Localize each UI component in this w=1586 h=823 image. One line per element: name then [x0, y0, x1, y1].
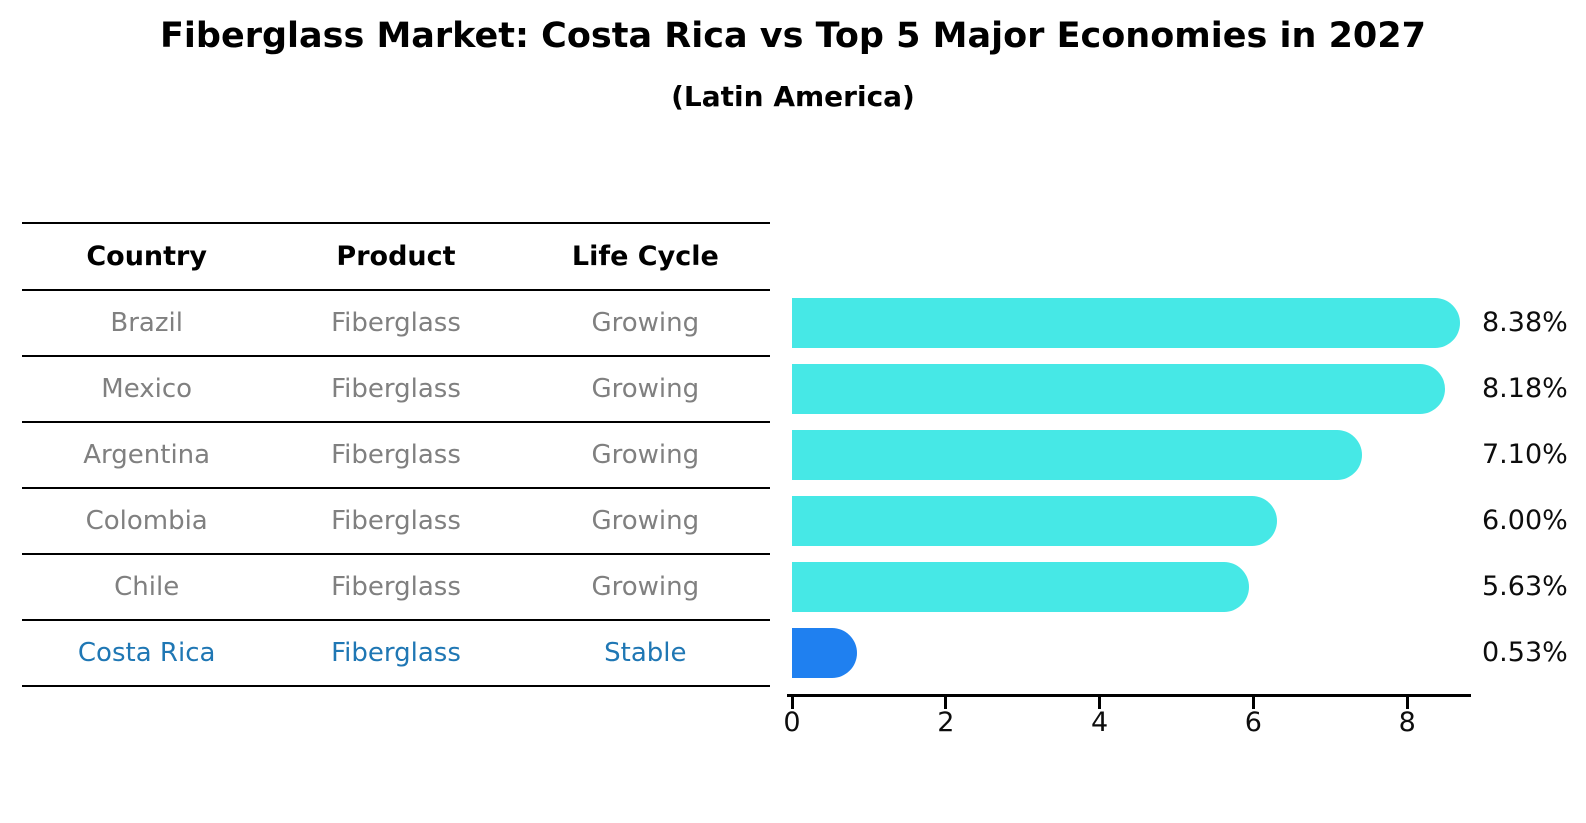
bar-value-label: 0.53%: [1482, 637, 1568, 668]
comparison-table-body: Brazil Fiberglass Growing Mexico Fiberglass G…: [22, 291, 770, 687]
lifecycle-cell: Growing: [591, 374, 700, 404]
table-row: Chile Fiberglass Growing: [22, 555, 770, 621]
lifecycle-cell: Growing: [591, 308, 700, 338]
x-axis-tick-label: 8: [1398, 707, 1416, 738]
table-row: Argentina Fiberglass Growing: [22, 423, 770, 489]
chart-title: Fiberglass Market: Costa Rica vs Top 5 M…: [160, 16, 1426, 56]
lifecycle-cell: Growing: [591, 506, 700, 536]
table-row: Costa Rica Fiberglass Stable: [22, 621, 770, 687]
x-axis-tick-label: 0: [783, 707, 801, 738]
table-header-lifecycle: Life Cycle: [571, 241, 719, 272]
x-axis-tick: [944, 697, 948, 709]
product-cell: Fiberglass: [331, 440, 461, 470]
bar-chile: [792, 562, 1249, 612]
country-cell: Chile: [114, 572, 180, 602]
bar-value-label: 7.10%: [1482, 439, 1568, 470]
x-axis-tick: [790, 697, 794, 709]
bar-colombia: [792, 496, 1278, 546]
lifecycle-cell: Stable: [604, 638, 687, 668]
product-cell: Fiberglass: [331, 572, 461, 602]
table-header-country: Country: [86, 241, 207, 272]
table-row: Mexico Fiberglass Growing: [22, 357, 770, 423]
country-cell: Argentina: [83, 440, 211, 470]
lifecycle-cell: Growing: [591, 572, 700, 602]
x-axis-tick: [1405, 697, 1409, 709]
country-cell: Mexico: [101, 374, 193, 404]
country-cell: Costa Rica: [77, 638, 216, 668]
bar-costa-rica: [792, 628, 857, 678]
x-axis-tick-label: 4: [1091, 707, 1109, 738]
country-cell: Brazil: [110, 308, 183, 338]
product-cell: Fiberglass: [331, 506, 461, 536]
chart-subtitle: (Latin America): [671, 80, 915, 113]
bar-value-label: 5.63%: [1482, 571, 1568, 602]
x-axis-tick: [1251, 697, 1255, 709]
table-header-row: Country Product Life Cycle: [22, 224, 770, 291]
bar-mexico: [792, 364, 1446, 414]
x-axis-line: [787, 694, 1471, 697]
country-cell: Colombia: [85, 506, 208, 536]
x-axis-tick: [1098, 697, 1102, 709]
comparison-table: Country Product Life Cycle Brazil Fibergl…: [22, 222, 770, 687]
bar-value-label: 8.18%: [1482, 373, 1568, 404]
bar-brazil: [792, 298, 1461, 348]
lifecycle-cell: Growing: [591, 440, 700, 470]
x-axis-tick-label: 6: [1244, 707, 1262, 738]
product-cell: Fiberglass: [331, 374, 461, 404]
bar-argentina: [792, 430, 1362, 480]
product-cell: Fiberglass: [331, 638, 461, 668]
table-row: Colombia Fiberglass Growing: [22, 489, 770, 555]
x-axis-tick-label: 2: [937, 707, 955, 738]
bar-value-label: 6.00%: [1482, 505, 1568, 536]
table-row: Brazil Fiberglass Growing: [22, 291, 770, 357]
bar-value-label: 8.38%: [1482, 307, 1568, 338]
table-header-product: Product: [336, 241, 456, 272]
product-cell: Fiberglass: [331, 308, 461, 338]
